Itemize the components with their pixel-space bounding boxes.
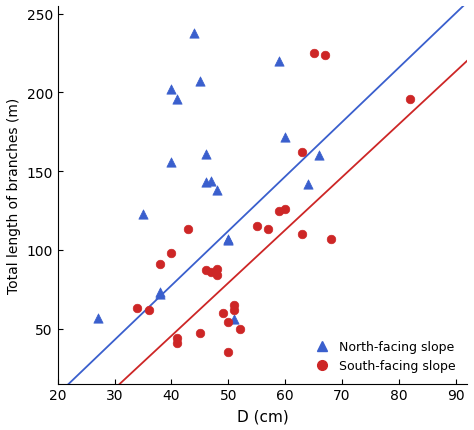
X-axis label: D (cm): D (cm) [237, 408, 288, 423]
Point [208, 269, 215, 276]
Point [282, 206, 289, 213]
Point [139, 211, 147, 218]
Point [225, 349, 232, 356]
Point [230, 316, 238, 323]
Point [276, 208, 283, 215]
Point [316, 153, 323, 160]
Point [196, 330, 204, 337]
Point [173, 335, 181, 342]
Point [173, 96, 181, 103]
Point [253, 223, 261, 230]
Point [94, 314, 101, 321]
Point [134, 305, 141, 312]
Point [321, 52, 329, 59]
Legend: North-facing slope, South-facing slope: North-facing slope, South-facing slope [304, 335, 461, 378]
Point [327, 236, 335, 243]
Point [173, 339, 181, 346]
Point [156, 261, 164, 268]
Point [213, 272, 221, 279]
Point [236, 326, 244, 332]
Point [299, 231, 306, 238]
Point [282, 134, 289, 141]
Y-axis label: Total length of branches (m): Total length of branches (m) [7, 98, 21, 293]
Point [264, 227, 272, 233]
Point [299, 150, 306, 157]
Point [406, 96, 414, 103]
Point [156, 289, 164, 296]
Point [202, 151, 210, 158]
Point [213, 187, 221, 194]
Point [156, 291, 164, 298]
Point [310, 51, 318, 58]
Point [145, 307, 153, 313]
Point [168, 159, 175, 166]
Point [219, 310, 227, 316]
Point [168, 250, 175, 257]
Point [191, 30, 198, 37]
Point [208, 178, 215, 184]
Point [225, 319, 232, 326]
Point [230, 302, 238, 309]
Point [276, 58, 283, 65]
Point [225, 237, 232, 244]
Point [202, 267, 210, 274]
Point [213, 266, 221, 273]
Point [196, 79, 204, 86]
Point [225, 236, 232, 243]
Point [304, 181, 312, 188]
Point [185, 227, 192, 233]
Point [230, 307, 238, 313]
Point [202, 179, 210, 186]
Point [168, 87, 175, 94]
